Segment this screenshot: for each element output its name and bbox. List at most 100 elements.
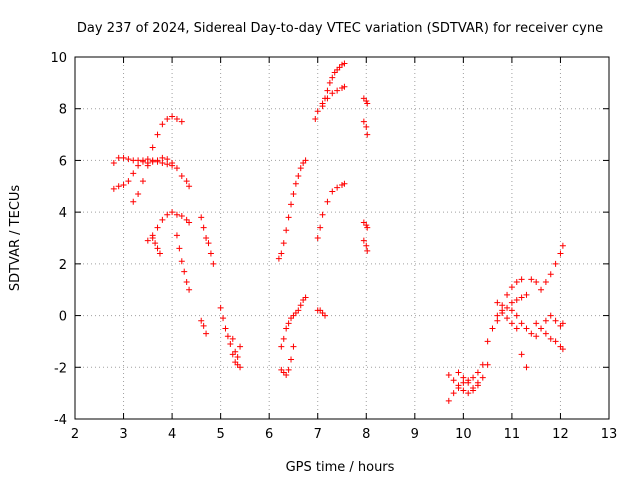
data-point xyxy=(465,379,472,386)
series-arc-f xyxy=(173,232,193,293)
y-tick-label: 2 xyxy=(59,258,67,273)
data-point xyxy=(542,278,549,285)
data-point xyxy=(547,312,554,319)
data-point xyxy=(297,165,304,172)
data-point xyxy=(314,235,321,241)
data-point xyxy=(518,276,525,283)
series-arc-ac xyxy=(528,242,566,293)
data-point xyxy=(518,351,525,358)
x-tick-label: 12 xyxy=(552,427,569,442)
data-point xyxy=(302,157,309,164)
data-point xyxy=(518,320,525,327)
data-point xyxy=(285,320,292,327)
x-tick-label: 7 xyxy=(314,427,322,442)
data-point xyxy=(489,325,496,332)
data-point xyxy=(173,232,180,239)
data-point xyxy=(523,291,530,298)
series-arc-e xyxy=(149,235,163,257)
x-tick-label: 10 xyxy=(455,427,472,442)
data-point xyxy=(186,183,193,190)
data-point xyxy=(203,330,210,337)
data-point xyxy=(450,377,457,384)
data-point xyxy=(200,224,207,231)
series-arc-s xyxy=(360,118,371,138)
data-point xyxy=(278,250,285,257)
series-arc-ad xyxy=(533,312,566,340)
data-point xyxy=(341,180,348,187)
data-point xyxy=(295,307,302,314)
y-tick-label: 8 xyxy=(59,103,67,118)
data-point xyxy=(198,214,205,221)
data-point xyxy=(283,227,290,234)
data-point xyxy=(363,222,370,229)
data-point xyxy=(329,188,336,195)
data-point xyxy=(115,183,122,190)
data-point xyxy=(494,317,501,324)
data-point xyxy=(159,154,166,161)
data-point xyxy=(360,118,367,125)
data-point xyxy=(173,211,180,218)
data-point xyxy=(341,60,348,67)
data-point xyxy=(450,390,457,397)
series-arc-j xyxy=(229,335,244,371)
data-point xyxy=(159,160,166,167)
x-tick-label: 5 xyxy=(216,427,224,442)
data-point xyxy=(186,219,193,226)
data-point xyxy=(445,397,452,404)
data-point xyxy=(324,87,331,94)
data-point xyxy=(290,191,297,198)
data-point xyxy=(508,307,515,314)
data-point xyxy=(364,100,371,107)
data-point xyxy=(533,333,540,340)
data-point xyxy=(292,180,299,187)
series-arc-g xyxy=(198,214,217,267)
data-point xyxy=(224,333,231,340)
data-point xyxy=(326,79,333,86)
data-point xyxy=(559,242,566,249)
data-point xyxy=(484,361,491,368)
data-point xyxy=(207,250,214,257)
data-point xyxy=(110,185,117,192)
series-arc-ab xyxy=(508,307,535,337)
series-arc-d xyxy=(144,209,193,244)
data-point xyxy=(217,304,224,311)
x-tick-label: 6 xyxy=(265,427,273,442)
data-point xyxy=(169,162,176,169)
data-point xyxy=(200,322,207,329)
y-axis-label: SDTVAR / TECUs xyxy=(8,185,23,292)
data-point xyxy=(474,369,481,376)
data-point xyxy=(176,245,183,252)
data-point xyxy=(120,181,127,188)
series-arc-z xyxy=(489,291,530,332)
data-point xyxy=(149,144,156,151)
data-point xyxy=(542,330,549,337)
series-arc-r xyxy=(360,95,371,107)
data-point xyxy=(144,156,151,163)
series-arc-q xyxy=(319,60,348,110)
data-point xyxy=(283,372,290,379)
data-point xyxy=(518,294,525,301)
data-point xyxy=(523,325,530,332)
data-point xyxy=(169,113,176,120)
data-point xyxy=(508,284,515,291)
data-point xyxy=(280,335,287,342)
data-point xyxy=(149,235,156,241)
data-point xyxy=(130,170,137,177)
data-point xyxy=(494,312,501,319)
data-point xyxy=(154,224,161,231)
data-point xyxy=(135,162,142,169)
data-point xyxy=(156,250,163,257)
data-point xyxy=(470,384,477,391)
data-point xyxy=(513,325,520,332)
series-arc-x xyxy=(455,361,491,391)
x-tick-label: 4 xyxy=(168,427,176,442)
data-point xyxy=(329,90,336,97)
data-point xyxy=(547,335,554,342)
data-point xyxy=(312,116,319,123)
data-point xyxy=(232,348,239,355)
series-arc-i xyxy=(217,304,244,366)
data-point xyxy=(533,278,540,285)
series-arc-b xyxy=(110,156,176,192)
data-point xyxy=(319,103,326,110)
data-point xyxy=(164,116,171,123)
